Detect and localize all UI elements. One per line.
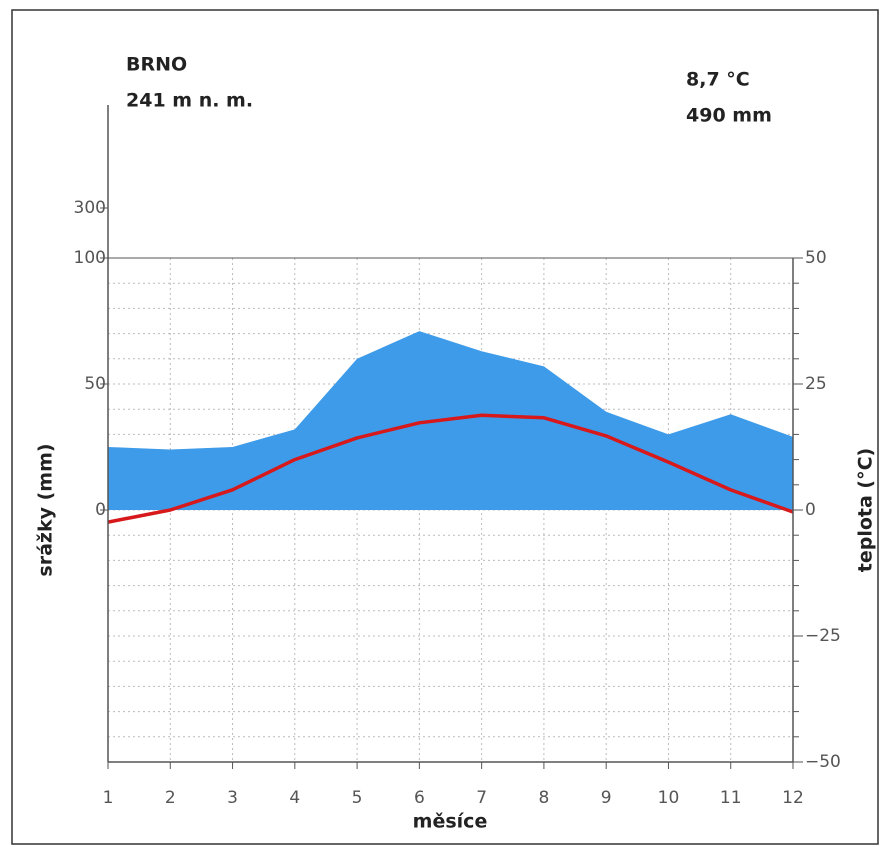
x-tick-label: 4 [289,788,300,808]
y2-tick-label: 25 [805,374,827,394]
x-tick-label: 8 [538,788,549,808]
x-axis-label: měsíce [413,811,488,833]
annotation: 490 mm [686,105,772,127]
y2-tick-label: 50 [805,248,827,268]
temperature-line [107,413,794,524]
x-tick-label: 2 [165,788,176,808]
y2-tick-label: −25 [805,626,841,646]
marks [107,331,794,524]
x-tick-label: 10 [658,788,680,808]
x-tick-label: 9 [601,788,612,808]
chart-subtitle: 241 m n. m. [126,90,253,112]
y-tick-label: 0 [95,500,106,520]
y2-axis-label: teplota (°C) [855,448,877,572]
y-tick-label: 300 [74,198,106,218]
frame [11,9,879,845]
y-axis-label: srážky (mm) [35,443,57,576]
x-tick-label: 11 [720,788,742,808]
y-tick-label: 50 [84,374,106,394]
x-tick-label: 6 [414,788,425,808]
chart-title: BRNO [126,54,187,76]
x-tick-label: 3 [227,788,238,808]
x-tick-label: 1 [103,788,114,808]
annotation: 8,7 °C [686,69,750,91]
x-tick-label: 7 [476,788,487,808]
y2-tick-label: −50 [805,752,841,772]
y2-tick-label: 0 [805,500,816,520]
y-tick-label: 100 [74,248,106,268]
x-tick-label: 12 [782,788,804,808]
x-tick-label: 5 [352,788,363,808]
